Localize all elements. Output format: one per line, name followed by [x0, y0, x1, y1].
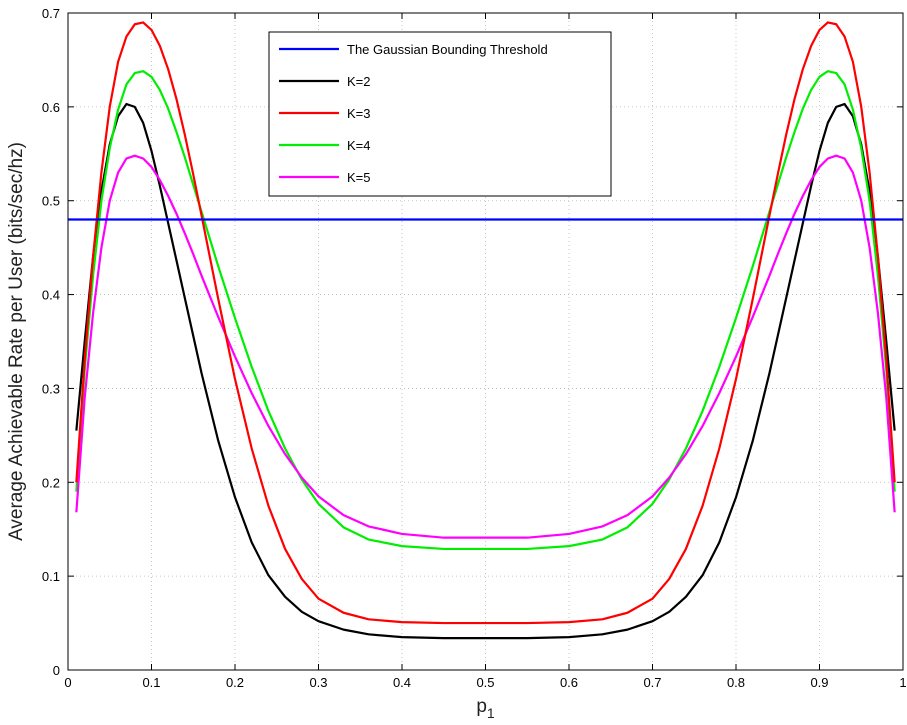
y-tick-label: 0.4: [42, 288, 60, 303]
x-tick-label: 0.2: [226, 675, 244, 690]
legend-label-the-gaussian-bounding-threshold: The Gaussian Bounding Threshold: [347, 42, 548, 57]
x-axis-title: p1: [476, 696, 495, 721]
y-tick-label: 0: [53, 663, 60, 678]
x-tick-label: 0.6: [560, 675, 578, 690]
x-tick-label: 0: [64, 675, 71, 690]
y-tick-label: 0.6: [42, 100, 60, 115]
y-tick-label: 0.7: [42, 6, 60, 21]
axis-ticks: [67, 12, 904, 671]
series-lines: [68, 21, 903, 640]
series-line-k-5: [75, 154, 896, 539]
x-tick-label: 0.8: [727, 675, 745, 690]
x-tick-label: 0.9: [810, 675, 828, 690]
x-tick-label: 0.7: [643, 675, 661, 690]
legend-label-k-2: K=2: [347, 74, 371, 89]
x-tick-label: 0.5: [476, 675, 494, 690]
y-tick-label: 0.5: [42, 194, 60, 209]
x-axis-title-main: p: [476, 696, 487, 717]
x-tick-label: 0.3: [309, 675, 327, 690]
x-tick-label: 0.4: [393, 675, 411, 690]
x-axis-title-subscript: 1: [487, 705, 495, 721]
x-tick-label: 1: [899, 675, 906, 690]
legend-label-k-3: K=3: [347, 106, 371, 121]
x-tick-label: 0.1: [142, 675, 160, 690]
series-line-k-4: [75, 70, 896, 551]
y-tick-label: 0.1: [42, 569, 60, 584]
grid: [68, 13, 903, 670]
tick-labels: 0 0.1 0.2 0.3 0.4 0.5 0.6 0.7 0.8 0.9 1 0 0.1 0.2 0.3 0…: [42, 6, 907, 690]
legend: The Gaussian Bounding Threshold K=2 K=3 K=4…: [268, 31, 612, 197]
legend-label-k-5: K=5: [347, 170, 371, 185]
y-tick-label: 0.3: [42, 381, 60, 396]
legend-label-k-4: K=4: [347, 138, 371, 153]
y-tick-label: 0.2: [42, 475, 60, 490]
y-axis-title: Average Achievable Rate per User (bits/s…: [6, 142, 27, 541]
series-line-k-3: [75, 21, 896, 625]
series-line-k-2: [75, 102, 896, 640]
